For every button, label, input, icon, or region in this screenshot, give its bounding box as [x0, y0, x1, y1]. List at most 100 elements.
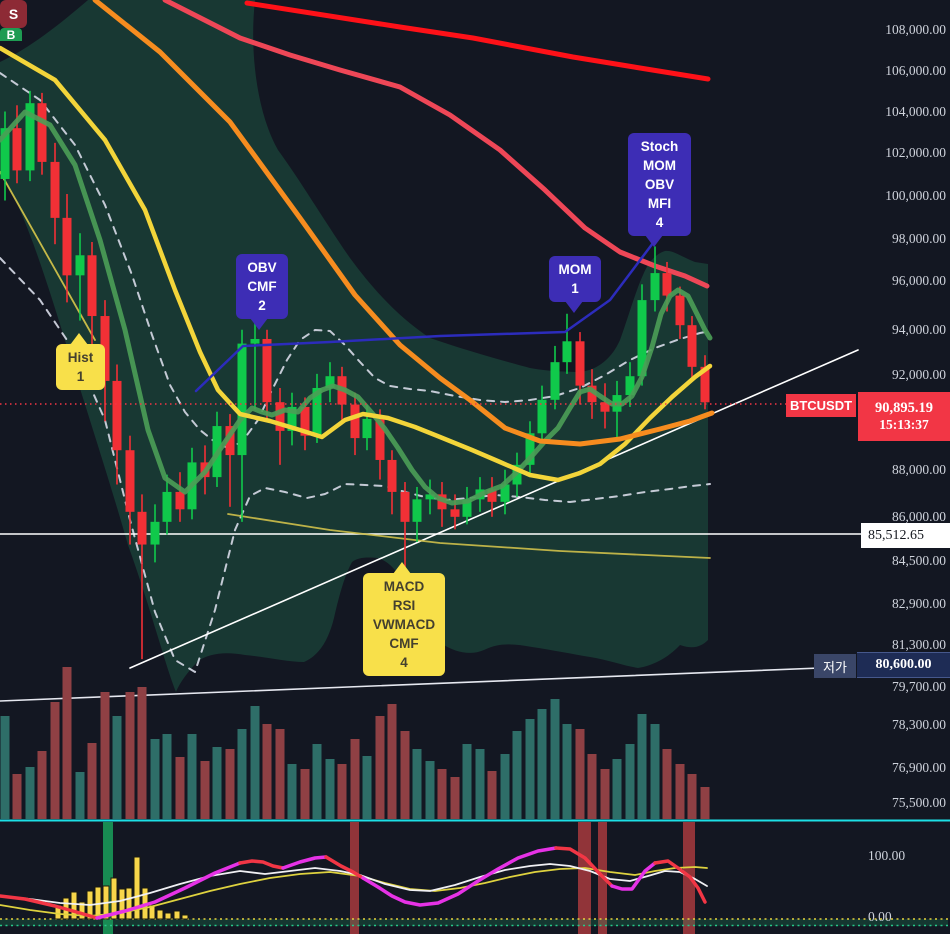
- candle-body: [500, 484, 510, 502]
- volume-bar: [125, 692, 135, 819]
- price-tick-label: 86,000.00: [892, 509, 946, 524]
- candle-body: [700, 366, 710, 403]
- flag-text-line: Stoch: [640, 139, 679, 154]
- price-tick-label: 84,500.00: [892, 553, 946, 568]
- volume-bar: [112, 716, 122, 819]
- flag-text-line: MOM: [643, 158, 676, 173]
- volume-bar: [425, 761, 435, 819]
- volume-bar: [312, 744, 322, 819]
- buy-signal-marker[interactable]: B: [0, 28, 22, 42]
- candle-body: [450, 509, 460, 517]
- trendline-yellow-left[interactable]: [0, 171, 96, 341]
- volume-bar: [62, 667, 72, 819]
- flag-stoch-mom-obv-mfi[interactable]: Stoch MOM OBV MFI 4: [628, 133, 691, 247]
- trendline-white-steep[interactable]: [129, 349, 859, 669]
- volume-bar: [450, 777, 460, 819]
- volume-bar: [87, 743, 97, 819]
- flag-text-line: MACD: [383, 579, 425, 594]
- flag-text-line: OBV: [644, 177, 675, 192]
- candle-body: [587, 385, 597, 403]
- flag-text-line: 1: [76, 369, 85, 384]
- volume-bar: [137, 687, 147, 819]
- volume-bar: [37, 751, 47, 819]
- candle-body: [312, 387, 322, 436]
- price-tick-label: 88,000.00: [892, 462, 946, 477]
- osc-main-line: [653, 859, 707, 904]
- candle-body: [262, 338, 272, 403]
- volume-bar: [175, 757, 185, 819]
- osc-main-line: [361, 846, 558, 907]
- volume-bar: [225, 749, 235, 819]
- price-tick-label: 79,700.00: [892, 679, 946, 694]
- osc-tick-label: 100.00: [868, 848, 906, 863]
- candle-body: [275, 402, 285, 431]
- trendline-red-bright[interactable]: [244, 0, 711, 82]
- price-tick-label: 102,000.00: [885, 145, 946, 160]
- candle-body: [25, 103, 35, 171]
- volume-bar: [650, 724, 660, 819]
- osc-histogram-bar: [125, 887, 133, 920]
- volume-bar: [150, 739, 160, 819]
- price-tick-label: 100,000.00: [885, 188, 946, 203]
- price-tick-label: 75,500.00: [892, 795, 946, 810]
- flag-pointer-up: [70, 333, 88, 345]
- volume-bar: [200, 761, 210, 819]
- last-price-badge: 90,895.19 15:13:37: [858, 392, 950, 441]
- candle-body: [600, 402, 610, 412]
- flag-text-line: 2: [258, 298, 266, 313]
- obv-connector-blue[interactable]: [194, 241, 655, 393]
- trendline-yellow-right[interactable]: [227, 513, 711, 559]
- flag-text-line: Hist: [67, 350, 94, 365]
- last-price-value: 90,895.19: [875, 400, 933, 416]
- candle-body: [75, 255, 85, 276]
- volume-bar: [325, 759, 335, 819]
- volume-bar: [75, 772, 85, 819]
- volume-bar: [550, 699, 560, 819]
- osc-histogram-bar: [78, 901, 86, 920]
- volume-bar: [437, 769, 447, 819]
- candle-body: [162, 491, 172, 522]
- flag-pointer-down: [645, 235, 663, 247]
- osc-tick-label: 0.00: [868, 909, 892, 924]
- volume-bar: [675, 764, 685, 819]
- candle-body: [400, 491, 410, 522]
- osc-histogram-bar: [54, 904, 62, 920]
- volume-bar: [262, 724, 272, 819]
- osc-histogram-bar: [173, 910, 181, 920]
- candle-body: [100, 316, 110, 381]
- volume-bar: [237, 729, 247, 819]
- candle-body: [37, 103, 47, 162]
- flag-hist[interactable]: Hist 1: [56, 333, 105, 390]
- candle-body: [575, 341, 585, 386]
- candle-body: [350, 404, 360, 439]
- flag-text-line: MFI: [647, 196, 672, 211]
- osc-main-line: [610, 861, 657, 891]
- flag-obv-cmf[interactable]: OBV CMF 2: [236, 254, 288, 330]
- bollinger-upper-dashed: [0, 72, 711, 449]
- sell-signal-marker[interactable]: S: [0, 0, 27, 28]
- flag-pointer-down: [250, 318, 268, 330]
- osc-histogram-bar: [156, 909, 164, 920]
- volume-bar: [537, 709, 547, 819]
- price-tick-label: 92,000.00: [892, 367, 946, 382]
- volume-bar: [512, 731, 522, 819]
- flag-macd-rsi-vwmacd-cmf[interactable]: MACD RSI VWMACD CMF 4: [363, 562, 445, 676]
- volume-bar: [400, 731, 410, 819]
- osc-white-line: [0, 863, 708, 906]
- osc-histogram-bar: [164, 912, 172, 920]
- volume-bar: [525, 719, 535, 819]
- candle-body: [325, 376, 335, 388]
- flag-text-line: CMF: [389, 636, 419, 651]
- osc-histogram-bar: [110, 877, 118, 920]
- osc-zero-band: [0, 919, 948, 926]
- flag-mom[interactable]: MOM 1: [549, 256, 601, 313]
- candle-body: [287, 406, 297, 431]
- low-price-tag: 저가: [814, 654, 856, 678]
- volume-bar: [12, 774, 22, 819]
- flag-text-line: 4: [400, 655, 408, 670]
- candle-body: [525, 433, 535, 465]
- volume-bar: [562, 724, 572, 819]
- sell-signal-bar: [350, 822, 359, 934]
- band-fill-area: [0, 0, 708, 692]
